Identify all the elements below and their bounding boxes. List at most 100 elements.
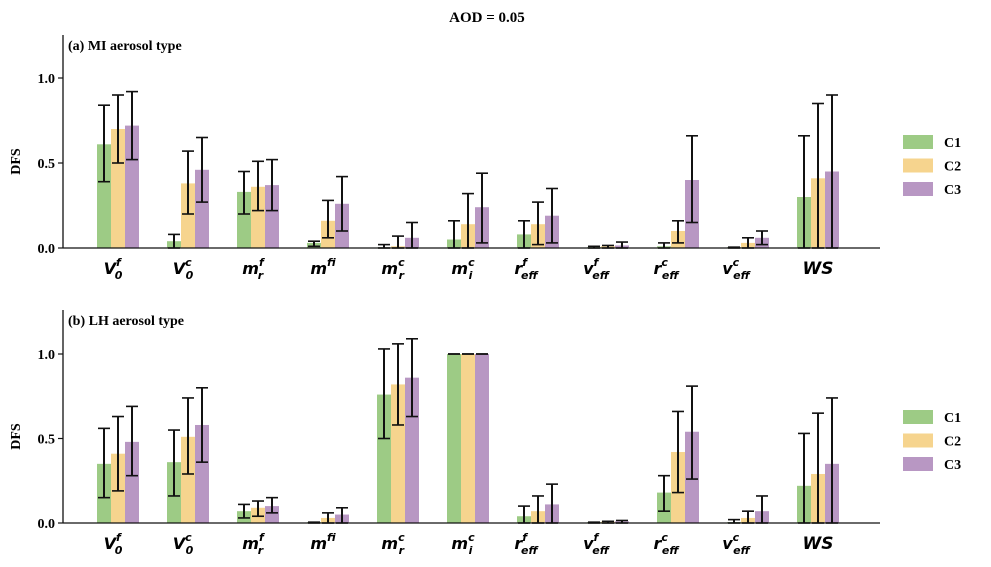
- panel-label: (b) LH aerosol type: [68, 314, 184, 329]
- label-subscript: r: [399, 269, 405, 282]
- label-base: WS: [803, 259, 834, 279]
- label-superscript: c: [661, 256, 668, 269]
- label-superscript: c: [398, 256, 405, 269]
- label-superscript: f: [522, 531, 528, 544]
- label-subscript: 0: [186, 269, 194, 282]
- label-superscript: f: [116, 256, 122, 269]
- x-tick-label: rf eff: [514, 256, 539, 282]
- label-base: m: [242, 534, 259, 553]
- label-subscript: eff: [592, 544, 610, 557]
- label-superscript: f: [594, 256, 600, 269]
- bar-C3: [125, 125, 139, 248]
- bar-C2: [251, 186, 265, 248]
- y-tick-label: 1.0: [38, 348, 56, 363]
- label-base: r: [653, 259, 662, 278]
- bar-C2: [111, 129, 125, 248]
- label-base: WS: [803, 534, 834, 554]
- label-superscript: c: [733, 531, 740, 544]
- legend-label: C2: [944, 160, 961, 175]
- label-base: m: [310, 534, 327, 553]
- label-superscript: c: [398, 531, 405, 544]
- x-tick-label: mc r: [381, 531, 405, 557]
- bar-C3: [265, 185, 279, 248]
- legend-label: C1: [944, 136, 961, 151]
- bar-C3: [475, 354, 489, 523]
- label-base: m: [451, 534, 468, 553]
- legend-swatch-C2: [903, 433, 933, 448]
- label-base: V: [173, 534, 187, 553]
- label-base: r: [514, 259, 523, 278]
- y-tick-label: 0.0: [38, 517, 56, 532]
- x-tick-label: rf eff: [514, 531, 539, 557]
- label-superscript: f: [259, 531, 265, 544]
- label-subscript: r: [258, 544, 264, 557]
- label-superscript: c: [733, 256, 740, 269]
- label-base: m: [310, 259, 327, 278]
- legend: C1 C2 C3: [903, 135, 961, 198]
- bar-C3: [265, 506, 279, 523]
- x-tick-label: rc eff: [653, 256, 680, 282]
- label-base: v: [583, 259, 594, 278]
- x-tick-label: WS: [803, 534, 834, 554]
- x-tick-label: mfi: [310, 531, 336, 553]
- label-superscript: c: [661, 531, 668, 544]
- label-subscript: eff: [662, 544, 680, 557]
- label-base: m: [381, 259, 398, 278]
- y-axis-label: DFS: [9, 423, 24, 450]
- legend-swatch-C3: [903, 457, 933, 471]
- label-superscript: f: [116, 531, 122, 544]
- label-subscript: r: [258, 269, 264, 282]
- label-superscript: f: [594, 531, 600, 544]
- bar-C1: [447, 354, 461, 523]
- y-tick-label: 0.0: [38, 242, 56, 257]
- legend-swatch-C1: [903, 135, 933, 149]
- x-tick-label: Vf 0: [104, 531, 123, 557]
- label-base: v: [583, 534, 594, 553]
- x-tick-label: mc i: [451, 531, 475, 557]
- label-base: V: [104, 534, 118, 553]
- label-base: m: [451, 259, 468, 278]
- bar-C3: [405, 377, 419, 523]
- legend-swatch-C1: [903, 410, 933, 424]
- label-base: m: [381, 534, 398, 553]
- label-base: r: [653, 534, 662, 553]
- bar-C2: [181, 436, 195, 523]
- bar-C1: [237, 191, 251, 248]
- x-tick-label: vc eff: [722, 531, 751, 557]
- label-superscript: f: [259, 256, 265, 269]
- x-tick-label: WS: [803, 259, 834, 279]
- legend-label: C3: [944, 183, 961, 198]
- label-superscript: c: [185, 531, 192, 544]
- label-subscript: r: [399, 544, 405, 557]
- bar-C2: [181, 183, 195, 248]
- panel-label: (a) MI aerosol type: [68, 39, 182, 54]
- x-tick-label: mf r: [242, 531, 265, 557]
- bar-C3: [195, 169, 209, 248]
- x-tick-label: rc eff: [653, 531, 680, 557]
- x-tick-label: vf eff: [583, 256, 611, 282]
- x-tick-label: Vc 0: [173, 256, 194, 282]
- x-tick-label: mc r: [381, 256, 405, 282]
- label-subscript: eff: [521, 269, 539, 282]
- y-axis-label: DFS: [9, 148, 24, 175]
- label-subscript: i: [469, 544, 473, 557]
- bar-C1: [97, 144, 111, 248]
- label-superscript: c: [468, 531, 475, 544]
- label-superscript: f: [522, 256, 528, 269]
- label-subscript: i: [469, 269, 473, 282]
- label-superscript: c: [185, 256, 192, 269]
- chart-title: AOD = 0.05: [449, 10, 525, 26]
- x-tick-label: mc i: [451, 256, 475, 282]
- x-tick-label: Vc 0: [173, 531, 194, 557]
- bar-C3: [125, 441, 139, 523]
- label-base: V: [104, 259, 118, 278]
- bar-C2: [461, 354, 475, 523]
- legend-label: C1: [944, 411, 961, 426]
- legend-swatch-C2: [903, 158, 933, 173]
- label-subscript: 0: [186, 544, 194, 557]
- bar-C2: [391, 384, 405, 523]
- label-subscript: eff: [521, 544, 539, 557]
